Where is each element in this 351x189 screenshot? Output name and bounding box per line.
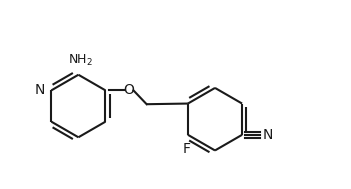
Text: F: F — [182, 142, 190, 156]
Text: O: O — [123, 83, 134, 97]
Text: NH$_2$: NH$_2$ — [67, 52, 93, 67]
Text: N: N — [263, 128, 273, 142]
Text: N: N — [35, 83, 45, 97]
